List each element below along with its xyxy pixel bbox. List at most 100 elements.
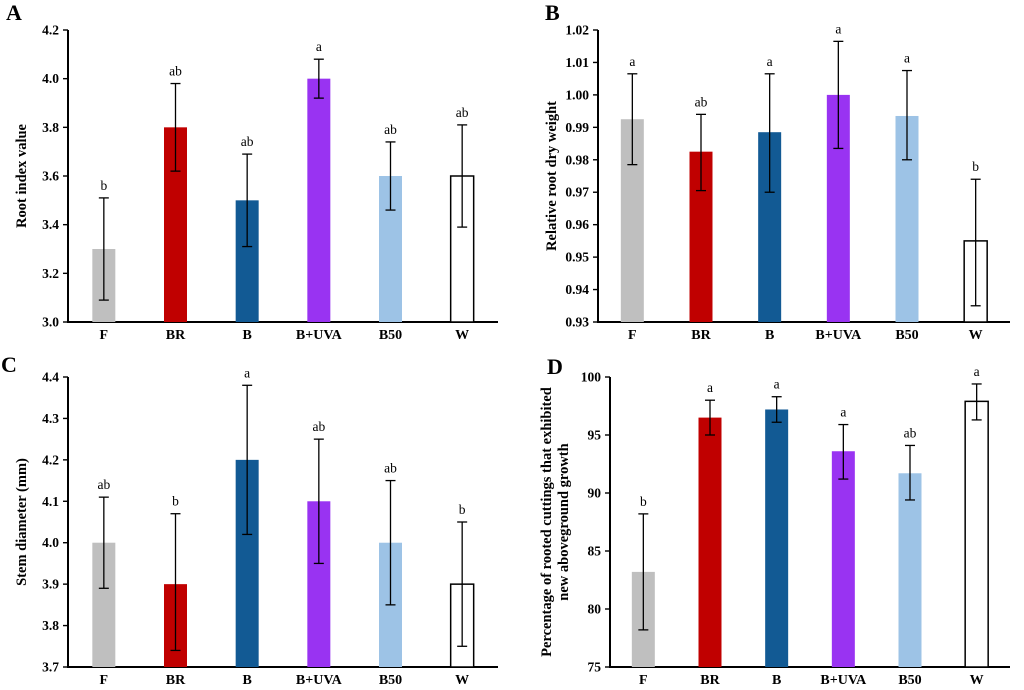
significance-letter: ab <box>97 477 110 492</box>
panel-letter-d: D <box>547 354 563 379</box>
panel-d: D 75 80 85 90 95 100 Percentage of rooted cutt… <box>512 345 1024 690</box>
x-category-label: BR <box>700 673 720 688</box>
y-tick-label: 90 <box>588 486 602 501</box>
y-tick-label: 0.96 <box>565 217 589 232</box>
y-tick-label: 0.98 <box>565 152 589 167</box>
chart-stem-diameter: 3.7 3.8 3.9 4.0 4.1 4.2 4.3 4.4 Stem diameter (m… <box>14 365 498 688</box>
bar-b50 <box>898 473 922 667</box>
significance-letter: ab <box>904 425 917 440</box>
x-category-label: B+UVA <box>815 328 862 343</box>
x-category-label: F <box>100 673 109 688</box>
x-category-label: B+UVA <box>296 673 343 688</box>
x-category-label: B <box>765 328 774 343</box>
bar-b <box>765 409 789 667</box>
chart-relative-root-dry-weight: 0.93 0.94 0.95 0.96 0.97 0.98 0.99 1.00 1.01 1.02… <box>544 21 1010 343</box>
y-tick-label: 0.95 <box>565 250 589 265</box>
y-tick-label: 0.97 <box>565 185 589 200</box>
y-axis-title: Relative root dry weight <box>544 101 560 251</box>
y-tick-label: 3.4 <box>42 217 59 232</box>
significance-letter: a <box>316 39 322 54</box>
significance-letter: a <box>974 364 980 379</box>
bar-br <box>698 417 722 667</box>
significance-letter: ab <box>312 419 325 434</box>
significance-letter: ab <box>241 134 254 149</box>
y-tick-label: 75 <box>588 660 602 675</box>
y-tick-label: 4.0 <box>42 71 59 86</box>
panel-a: A 3.0 3.2 3.4 3.6 3.8 4.0 4.2 Root index value b… <box>0 0 512 345</box>
y-tick-label: 3.9 <box>42 577 59 592</box>
chart-root-index-value: 3.0 3.2 3.4 3.6 3.8 4.0 4.2 Root index value b Fa… <box>14 23 498 343</box>
y-tick-label: 3.8 <box>42 120 59 135</box>
bar-f <box>620 119 644 322</box>
y-tick-label: 95 <box>588 428 602 443</box>
x-category-label: BR <box>166 328 186 343</box>
y-axis-title: new aboveground growth <box>556 443 572 600</box>
x-category-label: BR <box>166 673 186 688</box>
significance-letter: a <box>904 51 910 66</box>
x-category-label: W <box>455 328 469 343</box>
y-axis-title: Percentage of rooted cuttings that exhib… <box>539 387 555 657</box>
bar-b50 <box>379 176 402 322</box>
y-tick-label: 1.02 <box>565 23 589 38</box>
bar-w <box>964 400 989 668</box>
y-tick-label: 100 <box>581 370 602 385</box>
x-category-label: B50 <box>895 328 918 343</box>
y-tick-label: 4.2 <box>42 23 59 38</box>
x-category-label: B <box>242 673 251 688</box>
significance-letter: a <box>244 365 250 380</box>
significance-letter: a <box>840 405 846 420</box>
significance-letter: a <box>835 21 841 36</box>
y-tick-label: 1.01 <box>565 55 589 70</box>
x-category-label: W <box>969 328 983 343</box>
panel-letter-b: B <box>545 0 560 25</box>
significance-letter: ab <box>169 64 182 79</box>
significance-letter: ab <box>456 105 469 120</box>
y-tick-label: 4.3 <box>42 411 59 426</box>
y-tick-label: 85 <box>588 544 602 559</box>
significance-letter: a <box>707 380 713 395</box>
panel-c: C 3.7 3.8 3.9 4.0 4.1 4.2 4.3 4.4 Stem diameter … <box>0 345 512 690</box>
panel-b: B 0.93 0.94 0.95 0.96 0.97 0.98 0.99 1.00 1.01 1.… <box>512 0 1024 345</box>
x-category-label: B50 <box>898 673 921 688</box>
y-tick-label: 4.1 <box>42 494 59 509</box>
y-tick-label: 3.7 <box>42 660 59 675</box>
significance-letter: b <box>640 494 647 509</box>
x-category-label: B+UVA <box>296 328 343 343</box>
y-tick-label: 0.93 <box>565 315 589 330</box>
panel-letter-c: C <box>1 352 17 377</box>
significance-letter: b <box>172 494 179 509</box>
significance-letter: b <box>972 159 979 174</box>
x-category-label: F <box>628 328 637 343</box>
y-tick-label: 80 <box>588 602 602 617</box>
bar-b <box>235 200 259 322</box>
y-tick-label: 1.00 <box>565 87 589 102</box>
bar-b-uva <box>826 94 850 322</box>
bar-br <box>689 151 713 322</box>
y-tick-label: 3.8 <box>42 618 59 633</box>
bar-b <box>235 459 259 667</box>
x-category-label: BR <box>691 328 711 343</box>
y-tick-label: 0.94 <box>565 282 589 297</box>
y-axis-title: Stem diameter (mm) <box>14 458 30 586</box>
significance-letter: a <box>629 54 635 69</box>
x-category-label: W <box>455 673 469 688</box>
significance-letter: ab <box>384 461 397 476</box>
chart-percentage-new-aboveground-growth: 75 80 85 90 95 100 Percentage of rooted cuttin… <box>539 364 1010 688</box>
significance-letter: ab <box>384 122 397 137</box>
bar-b-uva <box>307 78 331 323</box>
significance-letter: a <box>767 54 773 69</box>
panel-letter-a: A <box>6 0 22 25</box>
x-category-label: B <box>242 328 251 343</box>
y-tick-label: 3.0 <box>42 315 59 330</box>
y-tick-label: 3.2 <box>42 266 59 281</box>
x-category-label: B+UVA <box>820 673 867 688</box>
y-tick-label: 0.99 <box>565 120 589 135</box>
x-category-label: B50 <box>379 673 402 688</box>
y-tick-label: 4.4 <box>42 370 59 385</box>
bar-b-uva <box>831 451 855 667</box>
y-axis-title: Root index value <box>14 123 30 227</box>
significance-letter: b <box>100 178 107 193</box>
bar-b50 <box>895 115 919 322</box>
x-category-label: F <box>100 328 109 343</box>
